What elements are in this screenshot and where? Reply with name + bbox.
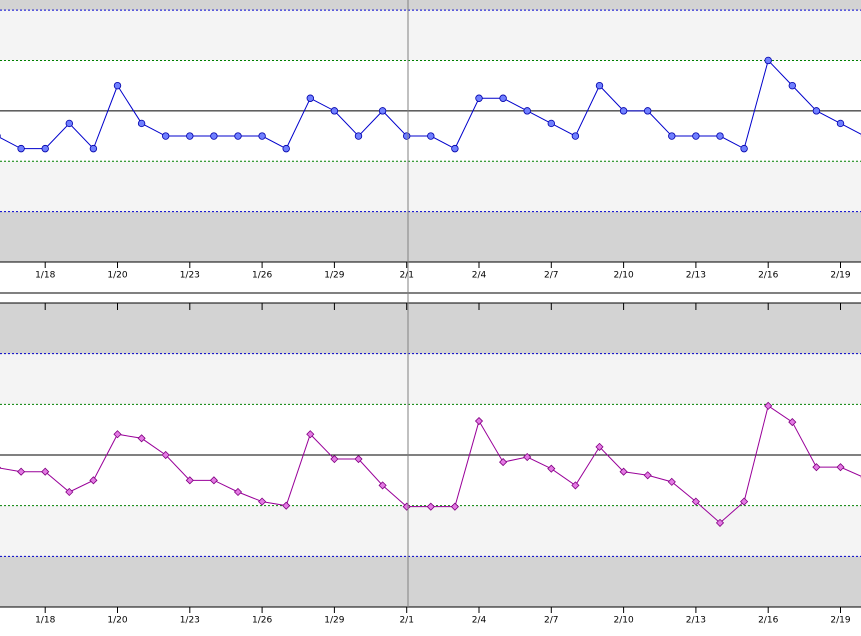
data-point: [17, 467, 26, 476]
x-tick-label: 2/13: [686, 271, 706, 281]
data-point: [354, 454, 363, 464]
data-point: [89, 144, 98, 153]
data-point: [740, 497, 749, 506]
x-tick-label: 2/4: [472, 271, 487, 281]
data-point: [233, 487, 243, 497]
data-point: [474, 416, 484, 426]
data-point: [571, 481, 580, 490]
data-point: [523, 107, 531, 115]
data-point: [716, 132, 724, 140]
data-point: [306, 430, 315, 439]
data-point: [595, 81, 604, 90]
x-tick-label: 2/10: [613, 271, 633, 281]
data-point: [788, 81, 796, 90]
data-point: [523, 452, 532, 462]
x-tick-label: 1/20: [107, 271, 127, 281]
x-tick-label: 1/29: [324, 616, 344, 626]
data-point: [161, 132, 170, 140]
x-tick-label: 2/7: [544, 616, 558, 626]
data-point: [185, 476, 194, 485]
data-point: [113, 430, 122, 439]
data-point: [788, 418, 797, 427]
data-point: [692, 132, 700, 140]
x-tick-label: 1/29: [324, 271, 344, 281]
data-point: [667, 477, 676, 486]
data-point: [378, 481, 387, 490]
data-point: [65, 119, 73, 128]
x-tick-label: 2/4: [472, 616, 487, 626]
data-point: [619, 107, 628, 115]
data-point: [499, 458, 508, 467]
data-point: [812, 107, 821, 115]
data-point: [595, 442, 604, 451]
data-point: [764, 56, 772, 65]
data-point: [451, 144, 459, 153]
data-point: [644, 107, 652, 115]
data-point: [41, 467, 50, 476]
data-point: [89, 476, 98, 485]
data-point: [836, 463, 845, 472]
data-point: [715, 518, 725, 527]
data-point: [740, 144, 748, 153]
data-point: [547, 119, 555, 128]
x-tick-label: 1/23: [180, 616, 200, 626]
x-tick-label: 2/16: [758, 271, 778, 281]
x-tick-label: 1/20: [107, 616, 127, 626]
data-point: [836, 119, 845, 128]
data-point: [427, 132, 435, 140]
x-tick-label: 2/1: [399, 616, 413, 626]
data-point: [403, 132, 411, 140]
data-point: [643, 471, 652, 480]
data-point: [137, 434, 146, 443]
data-point: [330, 107, 339, 115]
data-point: [161, 450, 170, 460]
x-tick-label: 2/1: [399, 271, 413, 281]
data-point: [306, 94, 314, 102]
x-tick-label: 2/7: [544, 271, 558, 281]
data-point: [547, 464, 556, 473]
x-tick-label: 2/10: [613, 616, 633, 626]
data-point: [668, 132, 676, 140]
data-point: [0, 466, 2, 469]
data-point: [210, 132, 218, 140]
data-point: [282, 501, 291, 510]
data-point: [354, 132, 363, 140]
data-point: [17, 144, 25, 153]
x-tick-label: 2/19: [830, 271, 850, 281]
data-point: [619, 467, 628, 476]
data-point: [450, 502, 459, 511]
data-point: [258, 497, 267, 506]
data-point: [330, 454, 339, 464]
data-point: [113, 81, 122, 90]
data-point: [499, 94, 507, 102]
data-point: [378, 107, 387, 115]
data-point: [571, 132, 580, 140]
x-tick-label: 2/13: [686, 616, 706, 626]
data-point: [209, 476, 218, 485]
data-point: [691, 497, 700, 506]
data-point: [65, 487, 74, 497]
x-tick-label: 1/26: [252, 271, 272, 281]
data-point: [258, 132, 266, 140]
x-tick-label: 1/26: [252, 616, 272, 626]
x-tick-label: 2/19: [830, 616, 850, 626]
data-point: [186, 132, 194, 140]
data-point: [812, 463, 821, 472]
data-point: [475, 94, 483, 102]
data-point: [426, 502, 435, 511]
data-point: [137, 119, 146, 128]
x-tick-label: 1/18: [35, 271, 55, 281]
data-point: [282, 144, 290, 153]
data-point: [764, 401, 773, 410]
x-tick-label: 1/23: [180, 271, 200, 281]
data-point: [41, 144, 49, 153]
x-tick-label: 1/18: [35, 616, 55, 626]
data-point: [234, 132, 242, 140]
x-tick-label: 2/16: [758, 616, 778, 626]
